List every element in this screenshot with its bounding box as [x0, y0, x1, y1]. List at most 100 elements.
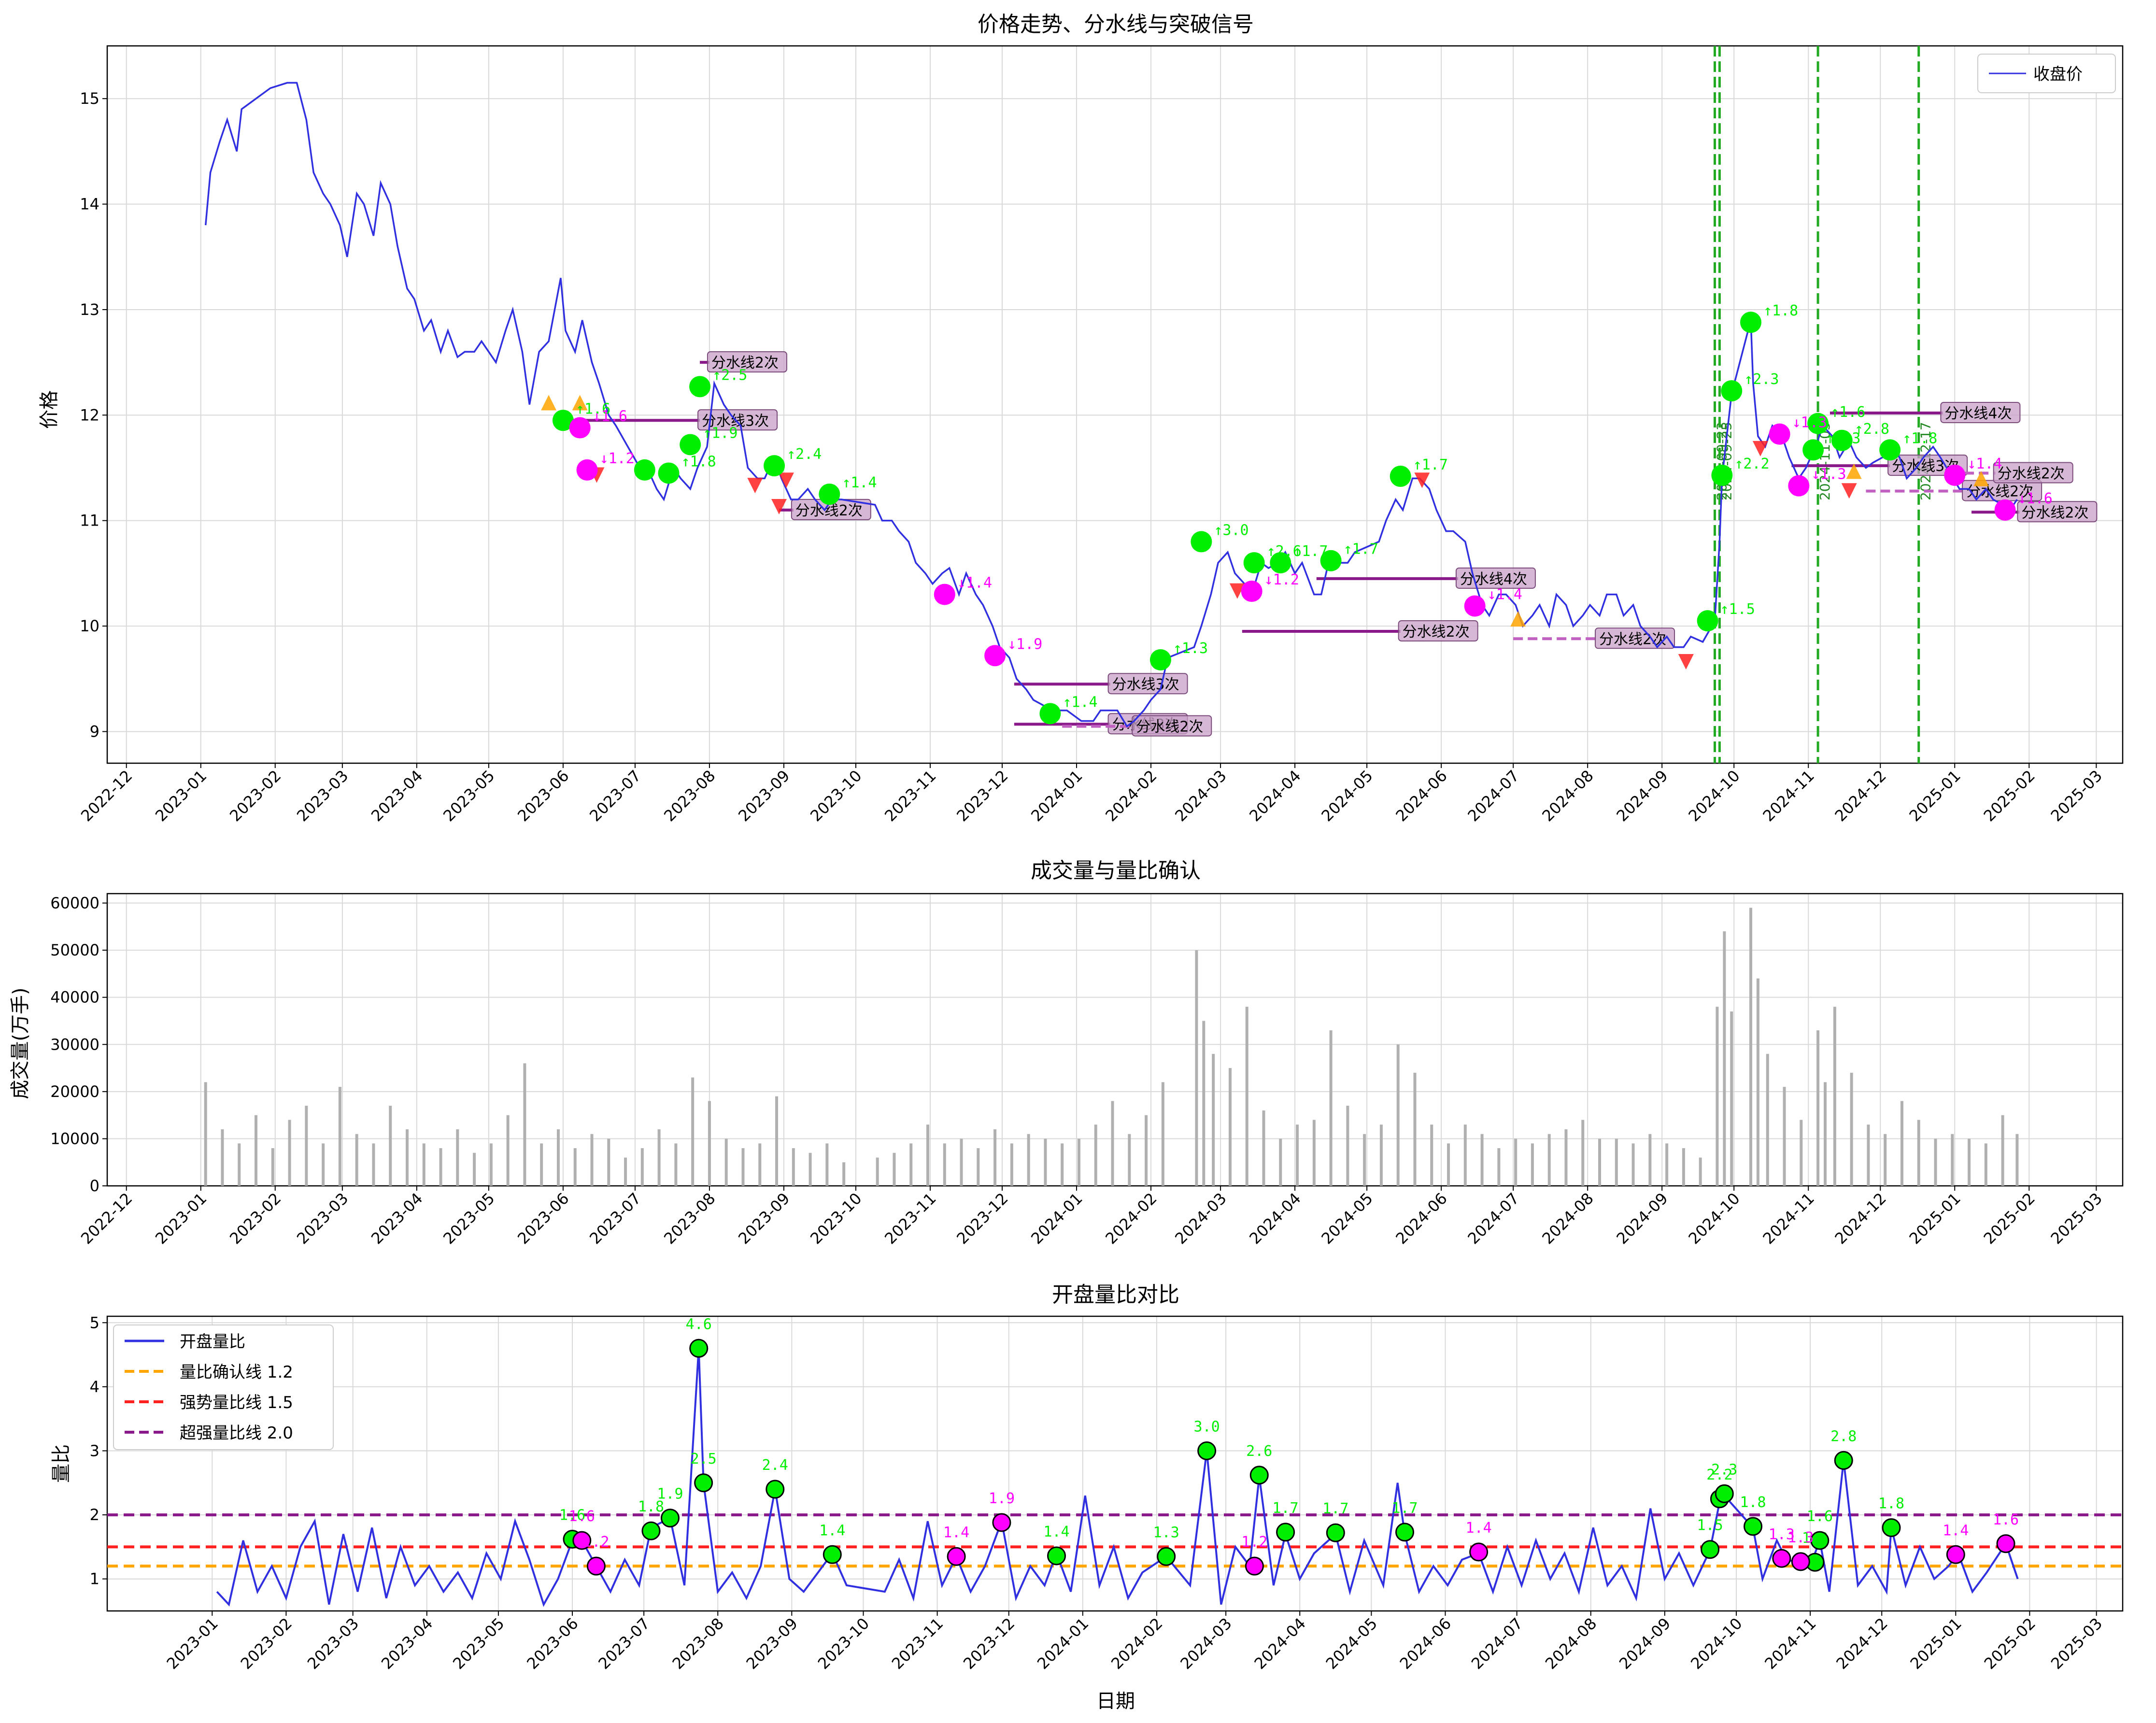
volume-bar [556, 1129, 560, 1186]
volume-bar [876, 1157, 879, 1186]
legend-ratio-label: 开盘量比 [180, 1332, 245, 1352]
volume-bar [1934, 1139, 1937, 1186]
volume-bar [1245, 1007, 1248, 1186]
x-tick-label: 2024-09 [1613, 1189, 1671, 1248]
x-tick-label: 2024-10 [1687, 1614, 1745, 1673]
up-breakout-label: ↑1.9 [703, 425, 738, 441]
volume-bar [1296, 1125, 1299, 1186]
x-tick-label: 2024-12 [1832, 1614, 1891, 1673]
x-tick-label: 2023-05 [449, 1614, 508, 1673]
down-ratio-marker [1772, 1549, 1791, 1568]
x-tick-label: 2023-09 [735, 1189, 793, 1248]
volume-bar [1984, 1143, 1987, 1186]
watershed-label-box [2017, 501, 2098, 523]
volume-bar [1783, 1087, 1786, 1186]
down-breakout-label: ↓1.4 [957, 575, 992, 592]
down-ratio-marker [1946, 1545, 1965, 1564]
watershed-label-box [1940, 401, 2021, 423]
x-tick-label: 2023-05 [440, 767, 498, 825]
volume-bar [456, 1129, 459, 1186]
down-triangle-marker [1841, 483, 1857, 499]
x-tick-label: 2024-02 [1102, 767, 1160, 825]
watershed-label: 分水线2次 [1403, 624, 1470, 641]
y-tick-label: 9 [90, 722, 99, 740]
x-tick-label: 2024-12 [1831, 1189, 1889, 1248]
watershed-label-box [697, 409, 778, 431]
up-breakout-label: ↑1.7 [1344, 541, 1378, 558]
x-tick-label: 2024-06 [1392, 767, 1450, 825]
down-breakout-label: ↓1.3 [1811, 466, 1846, 483]
y-tick-label: 5 [90, 1313, 99, 1332]
y-tick-label: 13 [80, 300, 99, 319]
up-breakout-label: ↑2.8 [1855, 421, 1889, 438]
down-breakout-label: ↓1.3 [1792, 414, 1827, 431]
down-breakout-label: ↓1.4 [1488, 586, 1522, 603]
legend-price: 收盘价 [1977, 54, 2116, 93]
volume-bar [1480, 1134, 1484, 1186]
x-tick-label: 2024-05 [1318, 767, 1376, 825]
volume-bar [338, 1087, 341, 1186]
down-ratio-marker [947, 1547, 966, 1566]
up-breakout-point [819, 484, 840, 505]
volume-bar [1699, 1157, 1702, 1186]
panel3-ylabel: 量比 [50, 1444, 72, 1483]
volume-bar [657, 1129, 661, 1186]
down-breakout-label: ↓1.2 [1264, 571, 1299, 588]
volume-bar [1598, 1139, 1602, 1186]
x-tick-label: 2024-09 [1616, 1614, 1674, 1673]
down-ratio-label: 1.3 [1769, 1526, 1795, 1543]
x-tick-label: 2025-02 [1980, 1189, 2038, 1248]
x-tick-label: 2022-12 [77, 767, 136, 825]
up-ratio-label: 2.6 [1246, 1443, 1272, 1460]
up-breakout-label: ↑1.6 [1830, 404, 1865, 421]
x-tick-label: 2025-01 [1907, 1614, 1965, 1673]
up-ratio-marker [689, 1339, 709, 1358]
x-tick-label: 2023-04 [368, 1189, 426, 1248]
volume-bar [993, 1129, 997, 1186]
y-tick-label: 50000 [50, 941, 99, 959]
x-tick-label: 2023-11 [888, 1614, 947, 1673]
watershed-label: 分水线3次 [1112, 676, 1179, 693]
volume-bar [1329, 1030, 1333, 1186]
volume-bar [1800, 1120, 1803, 1186]
watershed-label: 分水线2次 [2021, 504, 2088, 521]
up-ratio-marker [660, 1509, 680, 1528]
up-breakout-point [1320, 550, 1342, 571]
y-tick-label: 60000 [50, 894, 99, 912]
volume-bar [977, 1148, 980, 1186]
up-breakout-point [764, 455, 785, 477]
volume-bar [758, 1143, 762, 1186]
x-tick-label: 2023-04 [378, 1614, 436, 1673]
x-tick-label: 2025-01 [1905, 1189, 1964, 1248]
y-tick-label: 14 [80, 195, 99, 214]
x-tick-label: 2024-06 [1396, 1614, 1455, 1673]
y-tick-label: 11 [80, 512, 99, 530]
volume-bar [1514, 1139, 1518, 1186]
ratio-panel: 2023-01 2023-02 2023-03 2023-04 2023-05 2023-… [90, 1313, 2124, 1673]
up-ratio-label: 1.5 [1697, 1517, 1723, 1534]
volume-bar [1027, 1134, 1030, 1186]
watershed-label: 分水线4次 [1944, 405, 2012, 422]
up-triangle-marker [541, 395, 557, 411]
x-tick-label: 2025-03 [2047, 1614, 2106, 1673]
down-breakout-point [984, 645, 1006, 667]
x-tick-label: 2024-03 [1171, 1189, 1230, 1248]
x-tick-label: 2023-07 [586, 1189, 644, 1248]
x-tick-label: 2024-10 [1685, 1189, 1743, 1248]
up-ratio-marker [1715, 1484, 1734, 1503]
legend-strong-label: 强势量比线 1.5 [180, 1393, 293, 1412]
up-breakout-point [552, 410, 574, 431]
volume-bar [1716, 1007, 1719, 1186]
volume-bar [540, 1143, 543, 1186]
up-breakout-label: ↑1.5 [1720, 601, 1755, 618]
panel3-title: 开盘量比对比 [1052, 1282, 1179, 1307]
x-tick-label: 2023-02 [237, 1614, 296, 1673]
x-tick-label: 2024-12 [1831, 767, 1889, 825]
up-ratio-label: 1.7 [1391, 1500, 1418, 1517]
x-tick-label: 2024-05 [1318, 1189, 1376, 1248]
volume-bar [1447, 1143, 1450, 1186]
volume-bar [1379, 1125, 1383, 1186]
up-breakout-point [689, 376, 711, 398]
up-breakout-label: ↑1.8 [1902, 430, 1937, 447]
down-breakout-label: ↓1.6 [2018, 490, 2053, 507]
